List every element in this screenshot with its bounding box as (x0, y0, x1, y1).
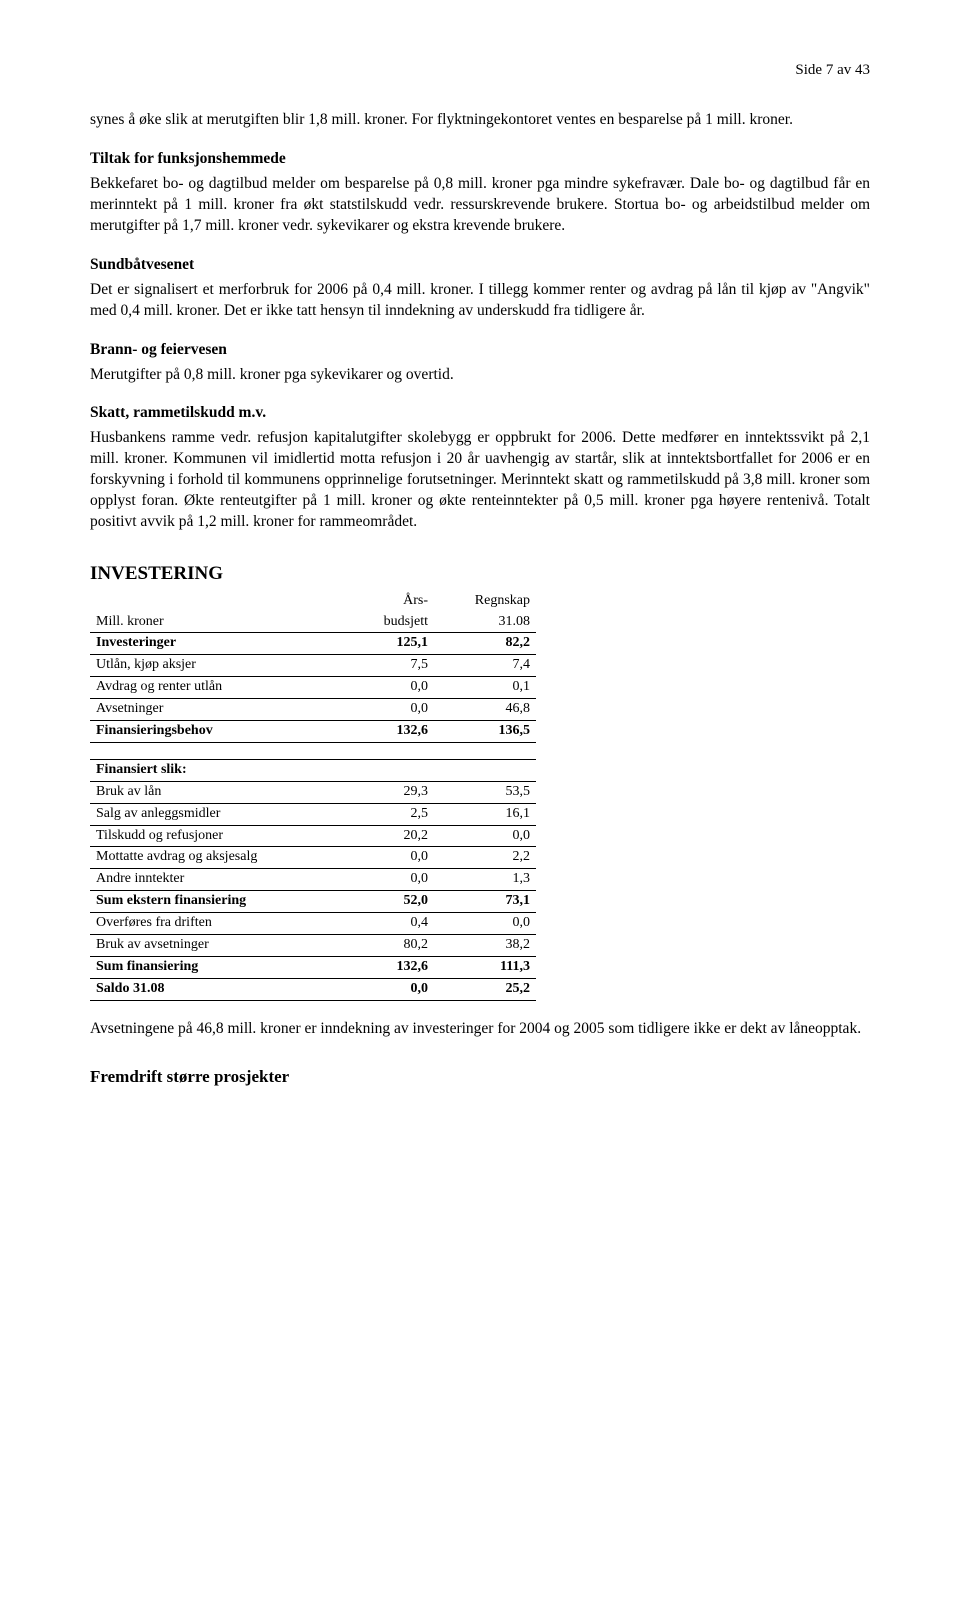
heading-sundbat: Sundbåtvesenet (90, 255, 870, 276)
table-row: Finansieringsbehov132,6136,5 (90, 720, 536, 742)
intro-paragraph: synes å øke slik at merutgiften blir 1,8… (90, 110, 870, 131)
row-c1: 0,4 (332, 913, 434, 935)
row-c2: 2,2 (434, 847, 536, 869)
row-c1: 29,3 (332, 781, 434, 803)
row-label: Overføres fra driften (90, 913, 332, 935)
row-c2: 73,1 (434, 891, 536, 913)
investering-table: Års- Regnskap Mill. kroner budsjett 31.0… (90, 591, 536, 1001)
row-c2: 0,0 (434, 913, 536, 935)
th-label-blank (90, 591, 332, 612)
row-label: Andre inntekter (90, 869, 332, 891)
table-row: Bruk av lån29,353,5 (90, 781, 536, 803)
intro-text: synes å øke slik at merutgiften blir 1,8… (90, 110, 870, 131)
th-c2b: 31.08 (434, 612, 536, 633)
row-c2: 1,3 (434, 869, 536, 891)
row-c2: 111,3 (434, 956, 536, 978)
row-c1: 132,6 (332, 720, 434, 742)
table-row (90, 742, 536, 759)
table-row: Utlån, kjøp aksjer7,57,4 (90, 655, 536, 677)
th-label: Mill. kroner (90, 612, 332, 633)
row-c2: 82,2 (434, 633, 536, 655)
th-c2a: Regnskap (434, 591, 536, 612)
row-c1: 132,6 (332, 956, 434, 978)
after-table-paragraph: Avsetningene på 46,8 mill. kroner er inn… (90, 1019, 870, 1040)
row-c2: 0,1 (434, 677, 536, 699)
table-row: Mottatte avdrag og aksjesalg0,02,2 (90, 847, 536, 869)
section-skatt: Skatt, rammetilskudd m.v. Husbankens ram… (90, 403, 870, 533)
row-c1: 2,5 (332, 803, 434, 825)
section-sundbat: Sundbåtvesenet Det er signalisert et mer… (90, 255, 870, 322)
row-c2 (434, 759, 536, 781)
table-row: Finansiert slik: (90, 759, 536, 781)
row-label: Investeringer (90, 633, 332, 655)
row-label: Utlån, kjøp aksjer (90, 655, 332, 677)
page-number: Side 7 av 43 (90, 60, 870, 80)
row-c1: 0,0 (332, 978, 434, 1000)
table-row: Sum ekstern finansiering52,073,1 (90, 891, 536, 913)
row-c1: 20,2 (332, 825, 434, 847)
th-c1a: Års- (332, 591, 434, 612)
body-sundbat: Det er signalisert et merforbruk for 200… (90, 280, 870, 322)
row-c1 (332, 759, 434, 781)
row-label: Salg av anleggsmidler (90, 803, 332, 825)
row-c2: 53,5 (434, 781, 536, 803)
row-c2: 46,8 (434, 699, 536, 721)
heading-brann: Brann- og feiervesen (90, 340, 870, 361)
row-label: Avdrag og renter utlån (90, 677, 332, 699)
body-skatt: Husbankens ramme vedr. refusjon kapitalu… (90, 428, 870, 533)
section-brann: Brann- og feiervesen Merutgifter på 0,8 … (90, 340, 870, 386)
row-label: Tilskudd og refusjoner (90, 825, 332, 847)
row-c2: 25,2 (434, 978, 536, 1000)
table-row: Tilskudd og refusjoner20,20,0 (90, 825, 536, 847)
heading-tiltak: Tiltak for funksjonshemmede (90, 149, 870, 170)
row-label: Mottatte avdrag og aksjesalg (90, 847, 332, 869)
row-label: Sum finansiering (90, 956, 332, 978)
heading-fremdrift: Fremdrift større prosjekter (90, 1066, 870, 1089)
table-row: Avsetninger0,046,8 (90, 699, 536, 721)
after-table-text: Avsetningene på 46,8 mill. kroner er inn… (90, 1019, 870, 1040)
table-row: Overføres fra driften0,40,0 (90, 913, 536, 935)
row-label: Bruk av lån (90, 781, 332, 803)
table-row: Saldo 31.080,025,2 (90, 978, 536, 1000)
row-c2: 136,5 (434, 720, 536, 742)
body-brann: Merutgifter på 0,8 mill. kroner pga syke… (90, 365, 870, 386)
row-c1: 7,5 (332, 655, 434, 677)
row-label: Finansiert slik: (90, 759, 332, 781)
row-label: Bruk av avsetninger (90, 935, 332, 957)
table-row: Bruk av avsetninger80,238,2 (90, 935, 536, 957)
row-c1: 0,0 (332, 699, 434, 721)
heading-investering: INVESTERING (90, 561, 870, 587)
row-c2: 0,0 (434, 825, 536, 847)
row-c1: 125,1 (332, 633, 434, 655)
table-row: Investeringer125,182,2 (90, 633, 536, 655)
section-tiltak: Tiltak for funksjonshemmede Bekkefaret b… (90, 149, 870, 237)
row-c2: 7,4 (434, 655, 536, 677)
row-label: Sum ekstern finansiering (90, 891, 332, 913)
row-label: Avsetninger (90, 699, 332, 721)
th-c1b: budsjett (332, 612, 434, 633)
row-label: Finansieringsbehov (90, 720, 332, 742)
row-c2: 38,2 (434, 935, 536, 957)
row-c1: 80,2 (332, 935, 434, 957)
row-c1: 52,0 (332, 891, 434, 913)
table-row: Sum finansiering132,6111,3 (90, 956, 536, 978)
body-tiltak: Bekkefaret bo- og dagtilbud melder om be… (90, 174, 870, 237)
row-c1: 0,0 (332, 847, 434, 869)
row-c1: 0,0 (332, 677, 434, 699)
row-c2: 16,1 (434, 803, 536, 825)
heading-skatt: Skatt, rammetilskudd m.v. (90, 403, 870, 424)
table-row: Andre inntekter0,01,3 (90, 869, 536, 891)
table-row: Avdrag og renter utlån0,00,1 (90, 677, 536, 699)
table-row: Salg av anleggsmidler2,516,1 (90, 803, 536, 825)
row-c1: 0,0 (332, 869, 434, 891)
row-label: Saldo 31.08 (90, 978, 332, 1000)
